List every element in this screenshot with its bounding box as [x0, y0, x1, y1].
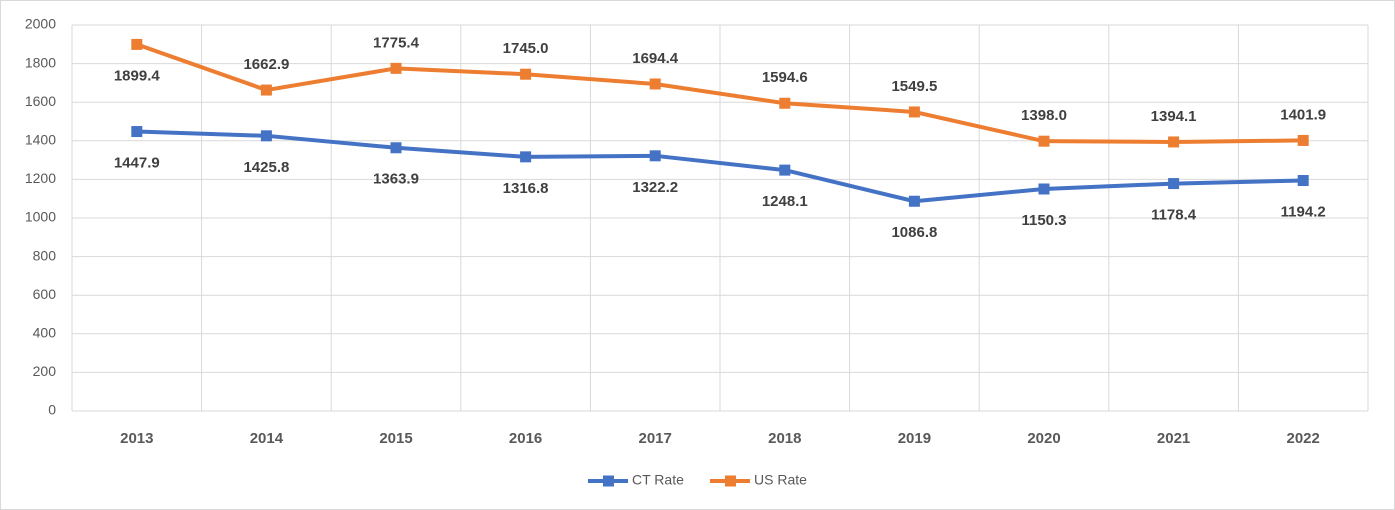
- data-label: 1086.8: [891, 224, 937, 241]
- y-tick-label: 400: [33, 325, 57, 341]
- data-point: [260, 130, 272, 142]
- data-point: [1038, 183, 1050, 195]
- data-point: [390, 142, 402, 154]
- data-point: [908, 106, 920, 118]
- y-tick-label: 800: [33, 247, 57, 263]
- y-tick-label: 200: [33, 363, 57, 379]
- data-label: 1899.4: [114, 67, 161, 84]
- y-tick-label: 1200: [25, 170, 56, 186]
- data-label: 1401.9: [1280, 106, 1326, 123]
- x-tick-label: 2018: [768, 430, 801, 447]
- data-label: 1394.1: [1151, 108, 1197, 125]
- data-label: 1194.2: [1281, 203, 1326, 220]
- y-tick-label: 1400: [25, 132, 56, 148]
- data-label: 1549.5: [891, 78, 937, 95]
- data-label: 1322.2: [632, 179, 678, 196]
- legend-marker: [725, 475, 736, 487]
- data-point: [1168, 136, 1180, 148]
- y-tick-label: 1000: [25, 209, 56, 225]
- data-point: [260, 84, 272, 96]
- data-point: [520, 68, 532, 80]
- series-line: [136, 42, 1304, 144]
- data-point: [649, 150, 661, 162]
- series-line: [136, 129, 1304, 204]
- y-tick-label: 0: [48, 402, 56, 418]
- data-label: 1316.8: [503, 180, 549, 197]
- data-label: 1150.3: [1021, 212, 1066, 229]
- data-point: [131, 126, 143, 138]
- x-tick-label: 2013: [120, 430, 153, 447]
- data-point: [1038, 135, 1050, 147]
- x-tick-label: 2020: [1027, 430, 1060, 447]
- x-tick-label: 2015: [379, 430, 412, 447]
- data-label: 1447.9: [114, 155, 160, 172]
- data-label: 1775.4: [373, 34, 420, 51]
- data-label: 1248.1: [762, 193, 808, 210]
- x-tick-label: 2021: [1157, 430, 1190, 447]
- data-point: [390, 62, 402, 74]
- data-label: 1363.9: [373, 171, 419, 188]
- y-tick-label: 1800: [25, 54, 56, 70]
- x-tick-label: 2019: [898, 430, 931, 447]
- data-label: 1594.6: [762, 69, 808, 86]
- legend-label: CT Rate: [632, 472, 684, 488]
- data-label: 1662.9: [243, 56, 289, 73]
- data-point: [131, 38, 143, 50]
- y-tick-label: 1600: [25, 93, 56, 109]
- data-point: [1168, 178, 1180, 190]
- legend-label: US Rate: [754, 472, 807, 488]
- data-label: 1694.4: [632, 50, 679, 67]
- y-tick-label: 2000: [25, 16, 56, 32]
- x-tick-label: 2022: [1287, 430, 1320, 447]
- data-label: 1425.8: [243, 159, 289, 176]
- data-point: [649, 78, 661, 90]
- data-point: [908, 195, 920, 207]
- data-label: 1398.0: [1021, 107, 1067, 124]
- y-tick-label: 600: [33, 286, 57, 302]
- data-label: 1745.0: [503, 40, 549, 57]
- data-point: [1297, 134, 1309, 146]
- data-point: [520, 151, 532, 163]
- legend-marker: [603, 475, 614, 487]
- x-tick-label: 2014: [250, 430, 284, 447]
- data-point: [779, 97, 791, 109]
- x-tick-label: 2016: [509, 430, 542, 447]
- data-label: 1178.4: [1151, 207, 1197, 224]
- data-point: [779, 164, 791, 176]
- x-tick-label: 2017: [639, 430, 672, 447]
- data-point: [1297, 175, 1309, 187]
